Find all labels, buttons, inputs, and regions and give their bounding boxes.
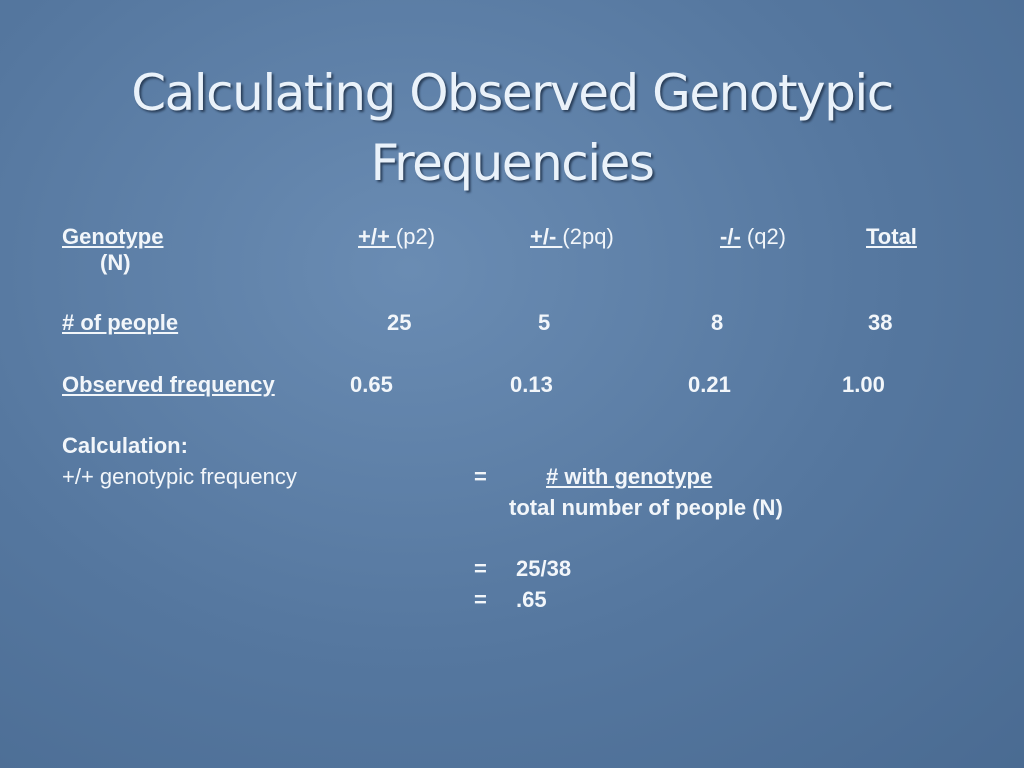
row-label: # of people	[62, 310, 179, 335]
calc-eq: =	[474, 587, 487, 612]
calc-numerator: # with genotype	[546, 464, 713, 489]
header-note: (p2)	[395, 224, 436, 249]
calc-denominator: total number of people (N)	[509, 495, 783, 520]
calc-value: .65	[516, 587, 547, 612]
header-note: (2pq)	[562, 224, 614, 249]
slide-title: Calculating Observed Genotypic Frequenci…	[131, 64, 894, 192]
cell: 1.00	[842, 372, 885, 397]
header-cell: +/+ (p2)	[358, 226, 435, 248]
header-cell: -/- (q2)	[720, 226, 786, 248]
header-cell: +/- (2pq)	[530, 226, 614, 248]
header-symbol: +/+	[358, 224, 396, 249]
calc-heading: Calculation:	[62, 433, 188, 458]
calc-lhs: +/+ genotypic frequency	[62, 464, 297, 489]
cell: 38	[868, 310, 893, 335]
row-label: Observed frequency	[62, 372, 275, 397]
header-symbol: +/-	[530, 224, 563, 249]
header-note: (N)	[100, 250, 131, 275]
cell: 0.65	[350, 372, 393, 397]
calc-value: 25/38	[516, 556, 572, 581]
cell: 5	[538, 310, 551, 335]
header-cell: Genotype	[62, 224, 164, 249]
header-note: (q2)	[740, 224, 787, 249]
cell: 0.13	[510, 372, 553, 397]
cell: 25	[387, 310, 412, 335]
cell: 8	[711, 310, 724, 335]
cell: 0.21	[688, 372, 731, 397]
header-symbol: Total	[866, 224, 917, 249]
calc-eq: =	[474, 556, 487, 581]
header-symbol: -/-	[720, 224, 741, 249]
calc-eq: =	[474, 464, 487, 489]
